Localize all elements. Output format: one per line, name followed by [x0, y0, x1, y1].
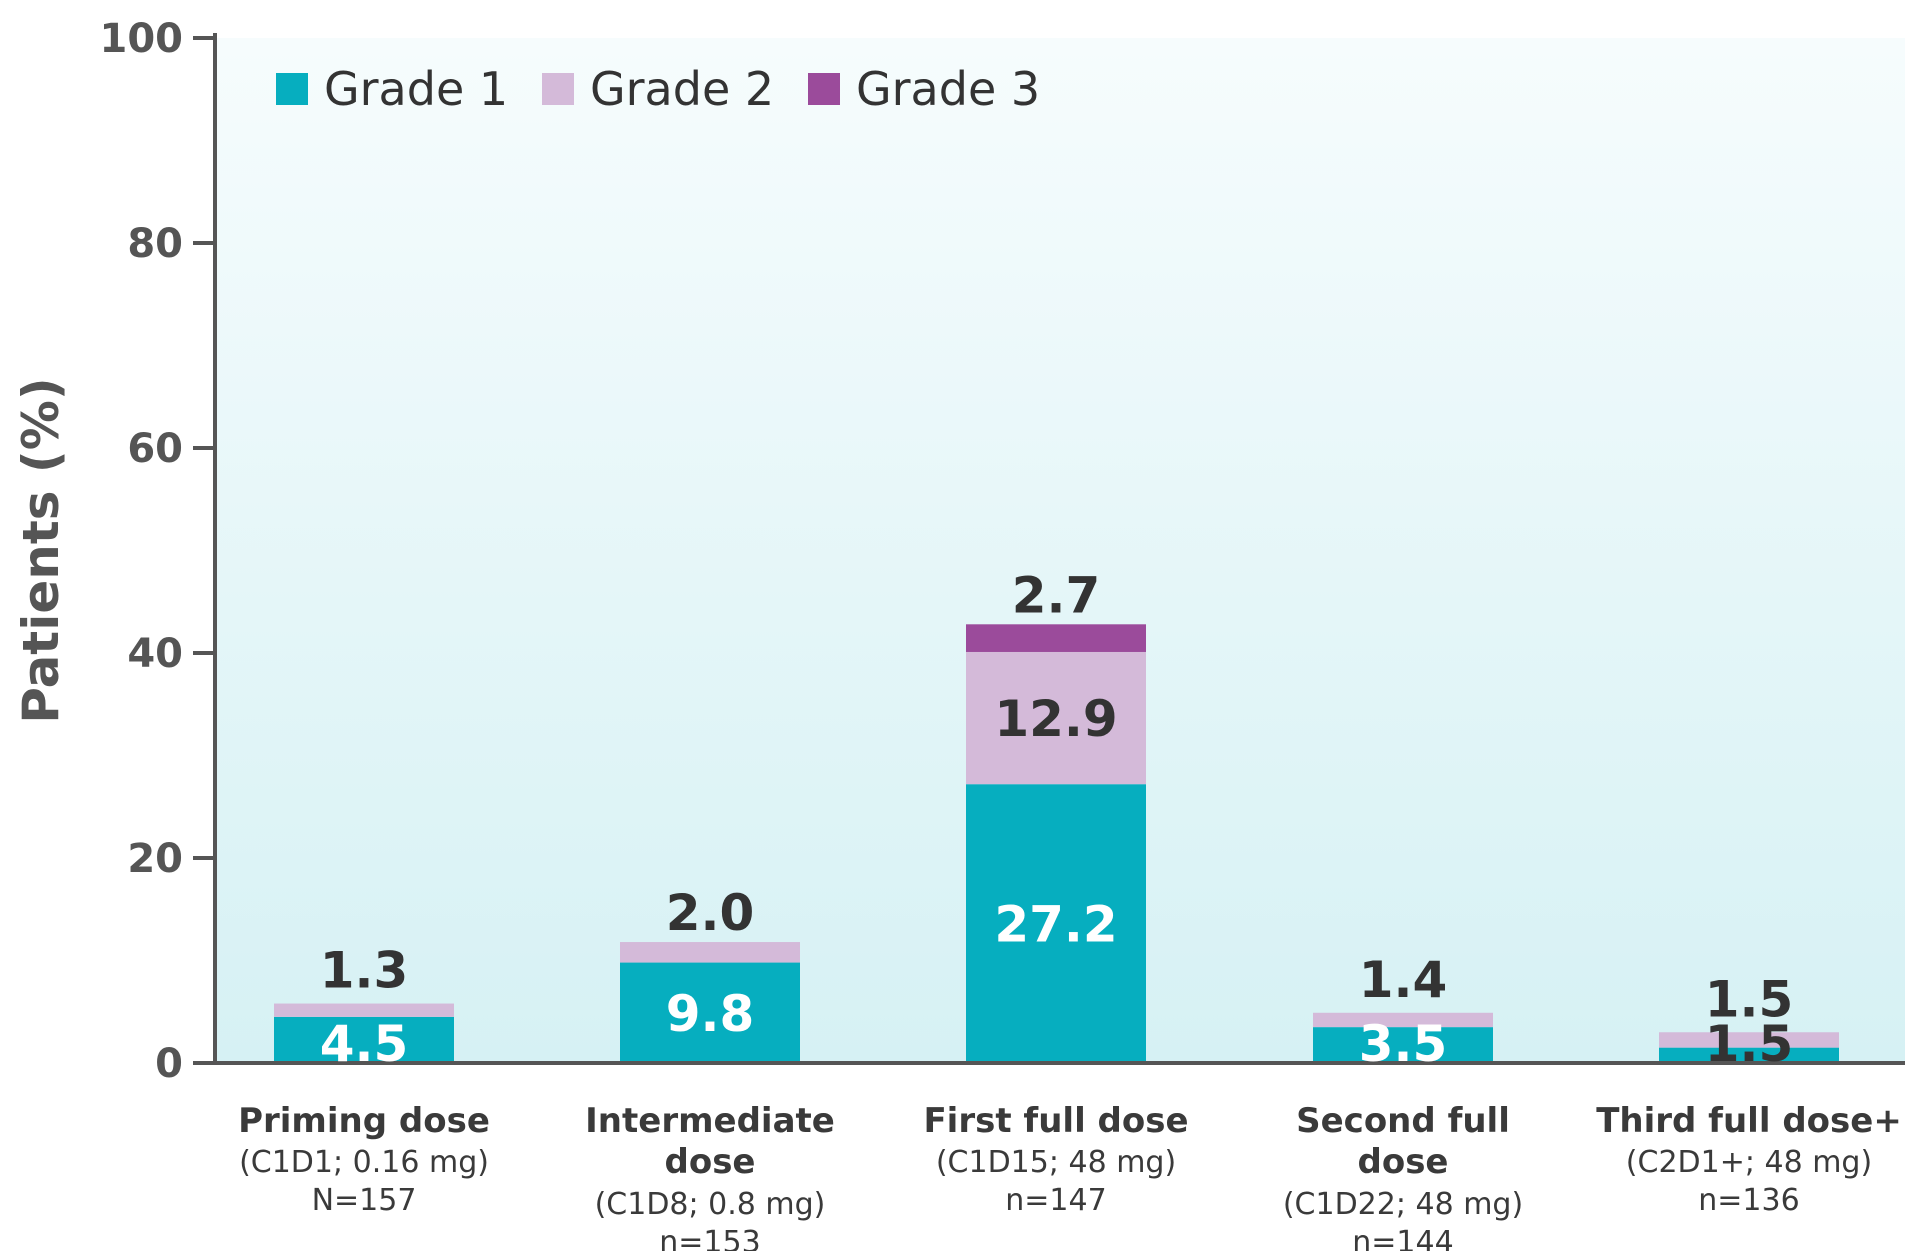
y-tick-label: 60 — [127, 426, 183, 472]
bar-segment-grade-2 — [1313, 1012, 1493, 1028]
legend-label: Grade 3 — [856, 62, 1040, 116]
x-category-detail: n=144 — [1352, 1225, 1453, 1251]
x-category-detail: (C1D22; 48 mg) — [1283, 1187, 1523, 1222]
bar-value-label: 1.5 — [1705, 970, 1794, 1028]
x-category-detail: (C1D15; 48 mg) — [936, 1145, 1176, 1180]
x-category-label: First full dose — [923, 1101, 1188, 1141]
bar-value-label: 3.5 — [1359, 1015, 1448, 1073]
bar-value-label: 4.5 — [320, 1015, 409, 1073]
x-category-label: Second full — [1296, 1101, 1510, 1141]
bar-value-label: 1.5 — [1705, 1015, 1794, 1073]
x-category-label: Third full dose+ — [1596, 1101, 1902, 1141]
legend-swatch-grade-2 — [542, 73, 574, 105]
x-category-detail: n=153 — [659, 1225, 760, 1251]
bar-value-label: 1.3 — [320, 942, 409, 1000]
bar-segment-grade-1 — [1659, 1047, 1839, 1063]
bar-segment-grade-3 — [966, 624, 1146, 652]
bar-segment-grade-2 — [1659, 1032, 1839, 1048]
bar-segment-grade-1 — [1313, 1027, 1493, 1063]
legend-swatch-grade-3 — [808, 73, 840, 105]
bar-value-label: 12.9 — [994, 690, 1117, 748]
bar-value-label: 27.2 — [994, 896, 1117, 954]
x-category-detail: n=136 — [1698, 1183, 1799, 1218]
y-tick-label: 100 — [100, 16, 184, 62]
bar-segment-grade-1 — [274, 1016, 454, 1063]
y-tick-label: 0 — [155, 1041, 183, 1087]
x-category-detail: N=157 — [312, 1183, 417, 1218]
bar-segment-grade-1 — [966, 784, 1146, 1063]
x-category-label: Intermediate — [585, 1101, 835, 1141]
legend-swatch-grade-1 — [276, 73, 308, 105]
bar-value-label: 1.4 — [1359, 951, 1448, 1009]
x-category-label: Priming dose — [238, 1101, 490, 1141]
y-tick-label: 40 — [127, 631, 183, 677]
y-tick-label: 80 — [127, 221, 183, 267]
bar-value-label: 9.8 — [666, 985, 755, 1043]
y-axis-label: Patients (%) — [12, 377, 70, 723]
legend-label: Grade 1 — [324, 62, 508, 116]
x-category-detail: (C1D1; 0.16 mg) — [239, 1145, 489, 1180]
x-category-label: dose — [1358, 1142, 1449, 1182]
bar-segment-grade-2 — [966, 651, 1146, 785]
y-tick-label: 20 — [127, 836, 183, 882]
x-category-detail: (C1D8; 0.8 mg) — [595, 1187, 826, 1222]
bar-segment-grade-1 — [620, 962, 800, 1063]
bar-value-label: 2.7 — [1012, 566, 1101, 624]
x-category-detail: (C2D1+; 48 mg) — [1626, 1145, 1872, 1180]
bar-segment-grade-2 — [274, 1003, 454, 1017]
x-category-detail: n=147 — [1005, 1183, 1106, 1218]
bar-value-label: 2.0 — [666, 884, 755, 942]
bar-segment-grade-2 — [620, 942, 800, 963]
legend-label: Grade 2 — [590, 62, 774, 116]
x-category-label: dose — [665, 1142, 756, 1182]
